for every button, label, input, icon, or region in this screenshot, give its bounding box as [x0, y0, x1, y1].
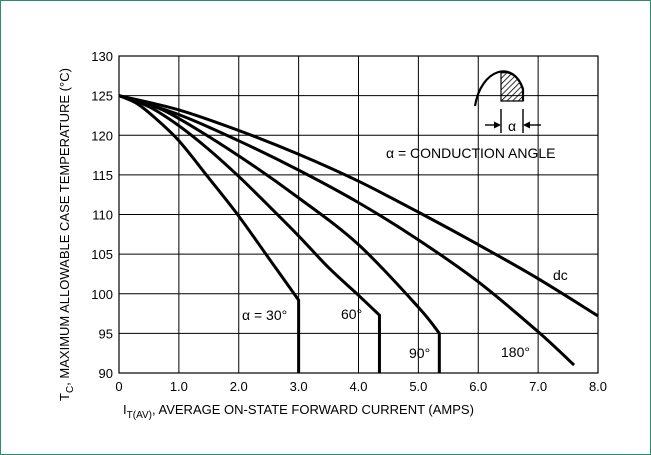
- y-tick-label-5: 115: [92, 168, 113, 183]
- y-tick-label-3: 105: [91, 247, 113, 262]
- series-label-30: α = 30°: [242, 307, 287, 323]
- x-axis-title-sub: T(AV): [127, 410, 152, 421]
- series-lines: [118, 94, 599, 373]
- series-label-dc: dc: [553, 267, 568, 283]
- x-tick-label-8: 8.0: [589, 379, 607, 394]
- x-tick-label-0: 0: [115, 379, 122, 394]
- y-axis-title-rest: , MAXIMUM ALLOWABLE CASE TEMPERATURE (°C…: [57, 68, 72, 386]
- y-axis-title: TC, MAXIMUM ALLOWABLE CASE TEMPERATURE (…: [57, 68, 76, 401]
- series-label-60: 60°: [341, 306, 362, 322]
- x-tick-label-6: 6.0: [469, 379, 487, 394]
- series-label-90: 90°: [409, 345, 430, 361]
- x-tick-label-1: 1.0: [170, 379, 188, 394]
- y-tick-label-0: 90: [99, 366, 113, 381]
- conduction-angle-diagram: α: [473, 70, 541, 134]
- x-axis-title-main: I: [123, 402, 127, 417]
- conduction-angle-label: α = CONDUCTION ANGLE: [386, 145, 556, 161]
- y-axis-title-main: T: [57, 393, 72, 401]
- hatched-segment: [500, 72, 524, 102]
- grid: [118, 55, 599, 374]
- series-line-0: [118, 94, 301, 373]
- series-line-1: [118, 94, 381, 373]
- x-tick-label-3: 3.0: [290, 379, 308, 394]
- x-tick-label-2: 2.0: [230, 379, 248, 394]
- angle-arrow-left-head: [494, 121, 501, 129]
- series-line-2: [118, 94, 441, 373]
- series-line-4: [118, 94, 599, 318]
- y-tick-label-7: 125: [91, 89, 113, 104]
- y-tick-label-2: 100: [91, 287, 113, 302]
- tick-labels: 0 1.0 2.0 3.0 4.0 5.0 6.0 7.0 8.0 90 95 100 105 110 11…: [91, 49, 607, 394]
- x-tick-label-5: 5.0: [409, 379, 427, 394]
- y-tick-label-6: 120: [91, 128, 113, 143]
- x-tick-label-7: 7.0: [529, 379, 547, 394]
- y-tick-label-8: 130: [91, 49, 113, 64]
- x-axis-title: IT(AV), AVERAGE ON-STATE FORWARD CURRENT…: [123, 402, 474, 421]
- y-tick-label-4: 110: [92, 208, 113, 223]
- alpha-label: α: [508, 118, 516, 134]
- y-tick-label-1: 95: [99, 326, 113, 341]
- angle-arrow-right-head: [523, 121, 530, 129]
- x-tick-label-4: 4.0: [349, 379, 367, 394]
- x-axis-title-rest: , AVERAGE ON-STATE FORWARD CURRENT (AMPS…: [152, 402, 474, 417]
- series-label-180: 180°: [501, 344, 530, 360]
- plot-border: [118, 55, 599, 374]
- sine-half-wave: [473, 70, 525, 107]
- series-line-3: [118, 94, 576, 367]
- y-axis-title-sub: C: [65, 386, 76, 393]
